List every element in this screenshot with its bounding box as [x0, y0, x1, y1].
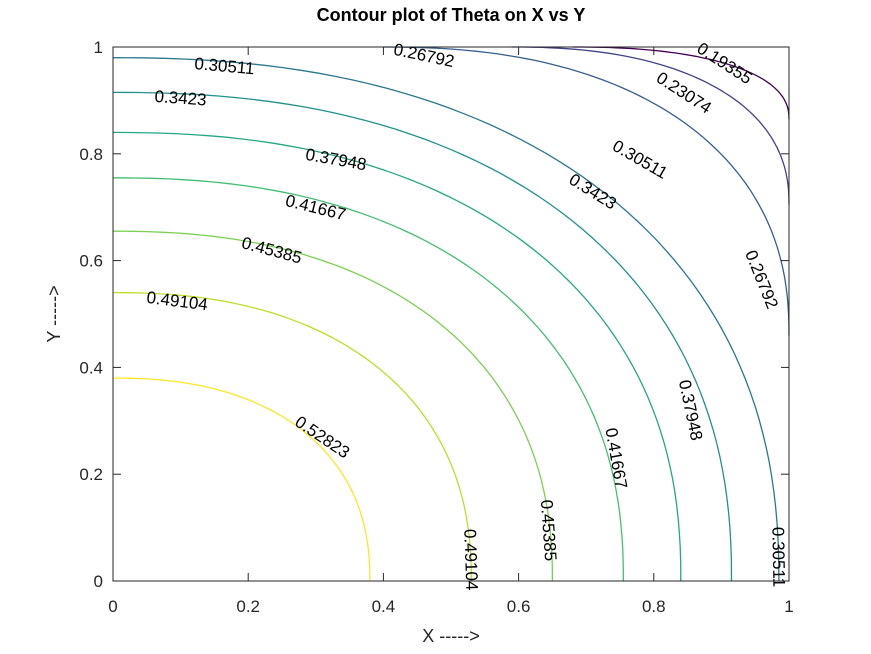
y-tick-label: 0.6	[79, 252, 103, 271]
contour-line-0.23074	[511, 46, 790, 205]
contour-label: 0.41667	[284, 191, 348, 224]
contour-line-0.3423	[112, 91, 733, 582]
contour-lines	[112, 46, 790, 582]
contour-label: 0.37948	[675, 378, 706, 442]
y-tick-label: 0.8	[79, 145, 103, 164]
x-axis-label: X ----->	[422, 626, 480, 646]
contour-label: 0.49104	[460, 529, 481, 591]
contour-label: 0.3423	[566, 170, 620, 214]
contour-label: 0.30511	[194, 54, 256, 78]
contour-line-0.45385	[112, 230, 554, 582]
contour-line-0.26792	[383, 46, 790, 336]
chart-title: Contour plot of Theta on X vs Y	[317, 5, 586, 25]
x-tick-label: 0	[108, 597, 117, 616]
contour-line-0.19355	[572, 46, 790, 120]
contour-label: 0.23074	[653, 68, 715, 117]
y-tick-label: 0.2	[79, 465, 103, 484]
contour-label: 0.3423	[154, 87, 207, 110]
contour-label: 0.52823	[292, 412, 354, 462]
contour-label: 0.30511	[768, 527, 788, 588]
y-tick-label: 1	[94, 38, 103, 57]
contour-label: 0.45385	[240, 233, 304, 267]
contour-label: 0.30511	[609, 136, 671, 183]
y-tick-label: 0.4	[79, 358, 103, 377]
x-tick-label: 0.6	[507, 597, 531, 616]
contour-labels: 0.30511 0.26792 0.193550.230740.34230.3051…	[145, 39, 788, 591]
contour-line-0.49104	[112, 291, 472, 582]
contour-label: 0.26792	[741, 247, 782, 311]
contour-label: 0.49104	[145, 288, 208, 314]
axis-ticks: 0 0.2 0.4 0.6 0.8 1 0 0.2 0.4 0.6 0.8 1	[79, 38, 793, 616]
plot-frame	[112, 46, 790, 582]
contour-line-0.52823	[113, 377, 371, 582]
y-tick-label: 0	[94, 572, 103, 591]
x-tick-label: 0.4	[372, 597, 396, 616]
contour-line-0.30511	[112, 57, 780, 582]
x-tick-label: 0.2	[236, 597, 260, 616]
y-axis-label: Y ----->	[44, 285, 64, 342]
contour-line-0.37948	[112, 131, 682, 582]
contour-label: 0.37948	[304, 145, 368, 174]
contour-label: 0.26792	[392, 40, 456, 71]
x-tick-label: 1	[784, 597, 793, 616]
contour-label: 0.41667	[601, 426, 630, 490]
contour-line-0.41667	[112, 177, 625, 582]
contour-label: 0.45385	[537, 499, 560, 562]
x-tick-label: 0.8	[642, 597, 666, 616]
